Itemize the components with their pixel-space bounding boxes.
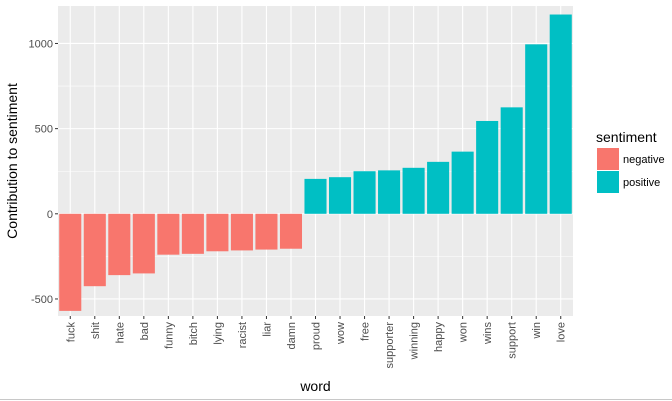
legend-title: sentiment <box>596 129 657 145</box>
x-tick-label: shit <box>90 322 102 339</box>
x-tick-label: won <box>458 322 470 343</box>
bar-bitch <box>181 213 204 254</box>
bar-winning <box>402 167 425 214</box>
legend: sentiment negative positive <box>596 129 665 193</box>
x-tick-label: wins <box>482 322 494 346</box>
bar-supporter <box>378 170 401 214</box>
bar-win <box>525 44 548 214</box>
legend-label-positive: positive <box>623 177 660 189</box>
legend-label-negative: negative <box>623 154 665 166</box>
x-tick-label: support <box>507 322 519 359</box>
x-tick-label: winning <box>409 322 421 360</box>
bar-shit <box>83 213 106 287</box>
x-tick-label: funny <box>163 322 175 349</box>
bar-won <box>451 151 474 214</box>
x-axis-ticks: fuck shit hate bad funny bitch lying racist liar… <box>65 316 568 369</box>
bar-wins <box>476 120 499 214</box>
y-tick-label: 1000 <box>29 38 53 50</box>
x-axis-title: word <box>299 378 330 394</box>
y-tick-label: 0 <box>47 209 53 221</box>
bar-hate <box>108 213 131 276</box>
bars <box>59 14 572 311</box>
x-tick-label: happy <box>433 322 445 352</box>
bar-happy <box>427 161 450 214</box>
legend-key-positive <box>597 171 619 193</box>
x-tick-label: hate <box>114 322 126 343</box>
legend-key-negative <box>597 148 619 170</box>
y-axis-ticks: -500 0 500 1000 <box>29 38 58 306</box>
y-tick-label: 500 <box>35 124 53 136</box>
bar-love <box>549 14 572 214</box>
bar-fuck <box>59 213 82 311</box>
x-tick-label: lying <box>212 322 224 345</box>
legend-items: negative positive <box>597 148 665 193</box>
x-tick-label: racist <box>237 322 249 348</box>
x-tick-label: free <box>360 322 372 341</box>
bar-support <box>500 107 523 214</box>
bar-free <box>353 171 376 214</box>
y-axis-title: Contribution to sentiment <box>4 83 20 239</box>
bottom-divider <box>0 399 672 400</box>
x-tick-label: proud <box>311 322 323 350</box>
x-tick-label: wow <box>335 322 347 345</box>
x-tick-label: bitch <box>188 322 200 345</box>
bar-lying <box>206 213 229 252</box>
bar-bad <box>132 213 155 274</box>
x-tick-label: supporter <box>384 322 396 369</box>
bar-wow <box>328 177 352 214</box>
x-tick-label: win <box>531 322 543 340</box>
bar-proud <box>304 178 327 214</box>
bar-liar <box>255 213 278 250</box>
y-tick-label: -500 <box>31 294 53 306</box>
x-tick-label: damn <box>286 322 298 350</box>
bar-funny <box>157 213 180 255</box>
x-tick-label: fuck <box>65 322 77 343</box>
bar-racist <box>230 213 253 251</box>
x-tick-label: love <box>556 322 568 342</box>
bar-damn <box>279 213 303 249</box>
x-tick-label: bad <box>139 322 151 340</box>
x-tick-label: liar <box>261 322 273 337</box>
